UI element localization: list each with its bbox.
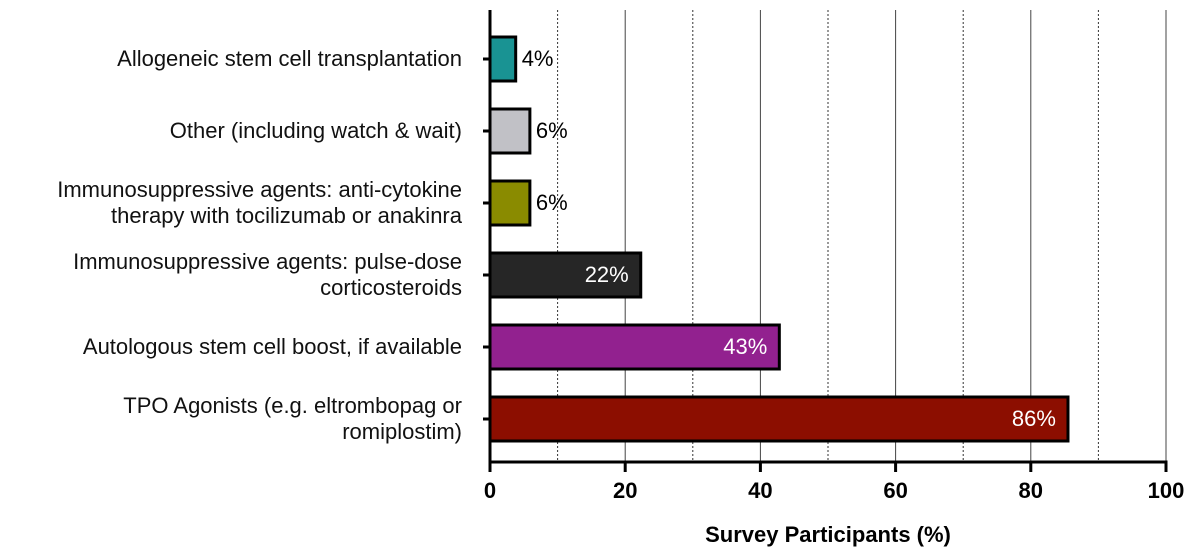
x-tick-label: 60 — [883, 478, 907, 503]
value-label: 22% — [585, 262, 629, 287]
x-tick-label: 100 — [1148, 478, 1185, 503]
value-label: 86% — [1012, 406, 1056, 431]
category-label: Autologous stem cell boost, if available — [82, 334, 462, 359]
bar — [488, 323, 781, 371]
x-axis-title: Survey Participants (%) — [705, 522, 951, 547]
value-label: 6% — [536, 118, 568, 143]
category-label: TPO Agonists (e.g. eltrombopag or romipl… — [123, 393, 462, 444]
bar — [488, 107, 532, 155]
bar — [488, 179, 532, 227]
x-tick-label: 80 — [1019, 478, 1043, 503]
category-label: Other (including watch & wait) — [169, 118, 462, 143]
category-label: Immunosuppressive agents: anti-cytokine … — [57, 177, 462, 228]
value-label: 4% — [522, 46, 554, 71]
bar — [488, 35, 518, 83]
x-tick-label: 0 — [484, 478, 496, 503]
x-tick-label: 40 — [748, 478, 772, 503]
value-label: 43% — [723, 334, 767, 359]
bar — [488, 395, 1070, 443]
x-tick-label: 20 — [613, 478, 637, 503]
value-label: 6% — [536, 190, 568, 215]
category-label: Allogeneic stem cell transplantation — [117, 46, 462, 71]
category-label: Immunosuppressive agents: pulse-dose cor… — [73, 249, 462, 300]
